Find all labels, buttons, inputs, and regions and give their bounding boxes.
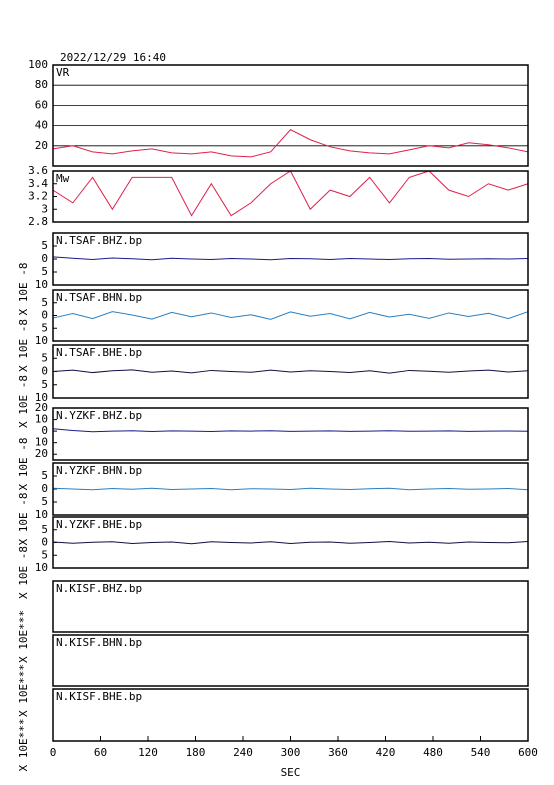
trace <box>52 428 529 433</box>
x-tick-label: 600 <box>518 746 538 759</box>
panel-label: N.TSAF.BHZ.bp <box>56 234 142 247</box>
x-tick-label: 60 <box>94 746 107 759</box>
panel-label: N.KISF.BHN.bp <box>56 636 142 649</box>
y-tick-label: 10 <box>35 278 48 291</box>
x-tick-label: 420 <box>376 746 396 759</box>
y-tick-label: 5 <box>41 548 48 561</box>
x-tick-label: 0 <box>50 746 57 759</box>
x-axis-label: SEC <box>281 766 301 779</box>
panel-label: Mw <box>56 172 70 185</box>
panel-frame <box>52 170 529 223</box>
trace <box>52 129 529 158</box>
trace <box>52 540 529 545</box>
y-tick-label: 5 <box>41 265 48 278</box>
panel-label: N.YZKF.BHZ.bp <box>56 409 142 422</box>
y-tick-label: 0 <box>41 482 48 495</box>
y-tick-label: 2.8 <box>28 215 48 228</box>
y-axis-label: X 10E -8 <box>17 319 30 372</box>
y-tick-label: 5 <box>41 239 48 252</box>
y-axis-label: X 10E -8 <box>17 375 30 428</box>
y-tick-label: 3.2 <box>28 190 48 203</box>
panel-label: N.YZKF.BHE.bp <box>56 518 142 531</box>
y-axis-label: X 10E -8 <box>17 263 30 316</box>
trace <box>52 487 529 491</box>
y-tick-label: 10 <box>35 436 48 449</box>
y-tick-label: 20 <box>35 401 48 414</box>
panel-frame <box>52 289 529 342</box>
y-tick-label: 10 <box>35 508 48 521</box>
panel-label: VR <box>56 66 70 79</box>
y-axis-label: X 10E*** <box>17 610 30 663</box>
y-tick-label: 10 <box>35 413 48 426</box>
y-axis-label: X 10E*** <box>17 664 30 717</box>
x-tick-label: 300 <box>281 746 301 759</box>
panel-label: N.TSAF.BHN.bp <box>56 291 142 304</box>
y-axis-label: X 10E -8 <box>17 438 30 491</box>
chart-title: 2022/12/29 16:40 <box>60 51 166 64</box>
panel-frame <box>52 407 529 461</box>
panel-label: N.KISF.BHE.bp <box>56 690 142 703</box>
y-tick-label: 10 <box>35 391 48 404</box>
x-tick-label: 540 <box>471 746 491 759</box>
y-tick-label: 0 <box>41 252 48 265</box>
panel-frame <box>52 516 529 569</box>
y-tick-label: 3.6 <box>28 164 48 177</box>
y-tick-label: 5 <box>41 469 48 482</box>
y-tick-label: 100 <box>28 58 48 71</box>
y-tick-label: 3 <box>41 202 48 215</box>
y-tick-label: 3.4 <box>28 177 48 190</box>
y-tick-label: 5 <box>41 523 48 536</box>
y-tick-label: 10 <box>35 334 48 347</box>
trace <box>52 256 529 261</box>
panel-frame <box>52 232 529 286</box>
panel-frame <box>52 634 529 687</box>
x-tick-label: 480 <box>423 746 443 759</box>
y-tick-label: 40 <box>35 119 48 132</box>
x-tick-label: 360 <box>328 746 348 759</box>
y-tick-label: 0 <box>41 424 48 437</box>
trace <box>52 369 529 374</box>
panel-frame <box>52 64 529 167</box>
x-tick-label: 120 <box>138 746 158 759</box>
panel-label: N.YZKF.BHN.bp <box>56 464 142 477</box>
panel-label: N.TSAF.BHE.bp <box>56 346 142 359</box>
trace <box>52 311 529 320</box>
y-tick-label: 60 <box>35 98 48 111</box>
y-tick-label: 20 <box>35 139 48 152</box>
y-tick-label: 0 <box>41 536 48 549</box>
y-tick-label: 5 <box>41 321 48 334</box>
y-tick-label: 5 <box>41 296 48 309</box>
y-tick-label: 5 <box>41 495 48 508</box>
y-tick-label: 5 <box>41 378 48 391</box>
x-tick-label: 240 <box>233 746 253 759</box>
y-tick-label: 0 <box>41 309 48 322</box>
y-axis-label: X 10E*** <box>17 719 30 772</box>
panel-label: N.KISF.BHZ.bp <box>56 582 142 595</box>
y-axis-label: X 10E -8 <box>17 546 30 599</box>
panel-frame <box>52 580 529 633</box>
x-tick-label: 180 <box>186 746 206 759</box>
y-tick-label: 20 <box>35 447 48 460</box>
y-tick-label: 80 <box>35 78 48 91</box>
y-tick-label: 0 <box>41 365 48 378</box>
panel-frame <box>52 344 529 399</box>
panel-frame <box>52 462 529 516</box>
y-tick-label: 5 <box>41 351 48 364</box>
y-tick-label: 10 <box>35 561 48 574</box>
y-axis-label: X 10E -8 <box>17 493 30 546</box>
